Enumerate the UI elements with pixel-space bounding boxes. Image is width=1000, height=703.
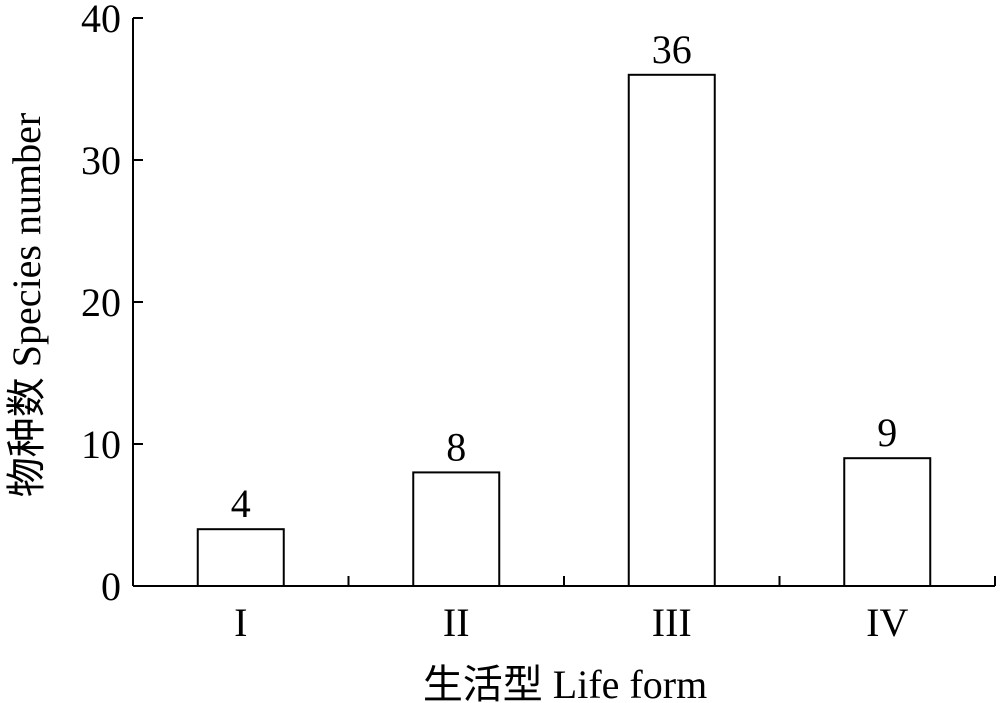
category-labels: I II III IV: [234, 600, 908, 645]
y-axis-title: 物种数 Species number: [4, 113, 49, 497]
y-tick-label: 0: [101, 564, 121, 609]
x-ticks: [347, 576, 996, 586]
bar-II: [412, 471, 501, 587]
data-label-III: 36: [652, 27, 692, 72]
category-label-IV: IV: [866, 600, 908, 645]
y-tick-label: 40: [81, 0, 121, 41]
data-label-IV: 9: [877, 410, 897, 455]
data-labels: 4 8 36 9: [231, 27, 898, 526]
y-tick-label: 20: [81, 280, 121, 325]
bar-I: [196, 528, 285, 588]
category-label-II: II: [443, 600, 470, 645]
bars: [196, 73, 932, 588]
bar-III: [627, 73, 716, 588]
bar-IV: [843, 457, 932, 588]
category-label-III: III: [652, 600, 692, 645]
y-tick-label: 30: [81, 138, 121, 183]
category-label-I: I: [234, 600, 247, 645]
data-label-II: 8: [446, 424, 466, 469]
data-label-I: 4: [231, 481, 251, 526]
x-axis-title: 生活型 Life form: [423, 662, 707, 703]
y-tick-label: 10: [81, 422, 121, 467]
y-ticks: 0 10 20 30 40: [81, 0, 143, 609]
